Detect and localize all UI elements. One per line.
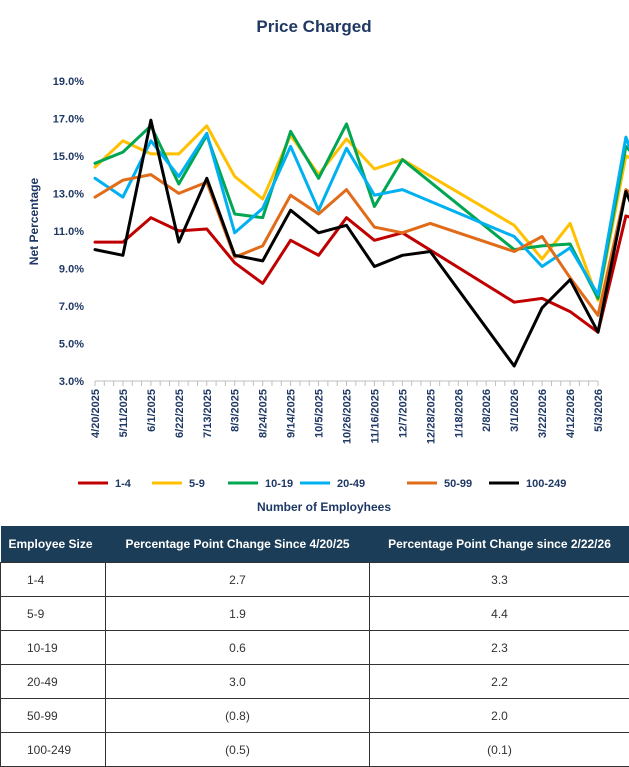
- y-tick-label: 11.0%: [53, 226, 84, 238]
- summary-table-container: Employee Size Percentage Point Change Si…: [0, 526, 629, 767]
- y-axis-label: Net Percentage: [27, 177, 41, 265]
- legend-label-1-4: 1-4: [115, 478, 132, 490]
- x-tick-label: 3/22/2026: [537, 389, 549, 438]
- change-since-start-cell: 2.7: [106, 563, 370, 597]
- table-row: 5-9 1.9 4.4: [1, 597, 629, 631]
- table-row: 100-249 (0.5) (0.1): [1, 733, 629, 767]
- column-header-employee-size: Employee Size: [1, 526, 106, 563]
- y-tick-label: 5.0%: [59, 338, 84, 350]
- x-tick-label: 5/11/2025: [118, 389, 130, 437]
- employee-size-cell: 5-9: [1, 597, 106, 631]
- employee-size-cell: 1-4: [1, 563, 106, 597]
- legend-label-100-249: 100-249: [526, 478, 566, 490]
- table-header-row: Employee Size Percentage Point Change Si…: [1, 526, 629, 563]
- x-tick-label: 8/24/2025: [258, 389, 270, 438]
- employee-size-cell: 20-49: [1, 665, 106, 699]
- legend-label-5-9: 5-9: [189, 478, 205, 490]
- legend-label-20-49: 20-49: [337, 478, 365, 490]
- y-tick-label: 13.0%: [53, 188, 84, 200]
- employee-size-cell: 100-249: [1, 733, 106, 767]
- legend-label-10-19: 10-19: [265, 478, 293, 490]
- summary-table: Employee Size Percentage Point Change Si…: [0, 526, 629, 767]
- change-since-start-cell: (0.8): [106, 699, 370, 733]
- x-tick-label: 6/1/2025: [146, 389, 158, 432]
- table-row: 20-49 3.0 2.2: [1, 665, 629, 699]
- x-tick-label: 1/18/2026: [453, 389, 465, 438]
- series-line-20-49: [95, 111, 629, 295]
- change-since-recent-cell: 4.4: [370, 597, 629, 631]
- table-row: 1-4 2.7 3.3: [1, 563, 629, 597]
- x-tick-label: 11/16/2025: [369, 389, 381, 443]
- y-tick-label: 17.0%: [53, 113, 84, 125]
- change-since-recent-cell: (0.1): [370, 733, 629, 767]
- x-tick-label: 9/14/2025: [286, 389, 298, 438]
- x-tick-label: 7/13/2025: [202, 389, 214, 438]
- change-since-recent-cell: 3.3: [370, 563, 629, 597]
- x-axis-label: Number of Employhees: [257, 500, 391, 514]
- x-tick-label: 3/1/2026: [509, 389, 521, 432]
- column-header-change-since-start: Percentage Point Change Since 4/20/25: [106, 526, 370, 563]
- x-tick-label: 4/20/2025: [90, 389, 102, 438]
- change-since-start-cell: 0.6: [106, 631, 370, 665]
- line-chart: Price Charged 3.0% 5.0% 7.0% 9.0% 11.0% 13.0% 1…: [0, 0, 629, 520]
- x-tick-label: 6/22/2025: [174, 389, 186, 438]
- change-since-start-cell: 1.9: [106, 597, 370, 631]
- change-since-recent-cell: 2.2: [370, 665, 629, 699]
- table-row: 10-19 0.6 2.3: [1, 631, 629, 665]
- change-since-start-cell: 3.0: [106, 665, 370, 699]
- employee-size-cell: 10-19: [1, 631, 106, 665]
- x-tick-label: 2/8/2026: [481, 389, 493, 432]
- change-since-start-cell: (0.5): [106, 733, 370, 767]
- legend-label-50-99: 50-99: [444, 478, 472, 490]
- x-tick-label: 4/12/2026: [565, 389, 577, 438]
- x-tick-label: 10/26/2025: [342, 389, 354, 444]
- chart-title: Price Charged: [256, 17, 371, 36]
- y-tick-label: 15.0%: [53, 151, 84, 163]
- y-tick-label: 7.0%: [59, 301, 84, 313]
- x-tick-label: 5/3/2026: [593, 389, 605, 432]
- chart-area: Price Charged 3.0% 5.0% 7.0% 9.0% 11.0% 13.0% 1…: [0, 0, 629, 520]
- x-tick-label: 10/5/2025: [314, 389, 326, 438]
- y-tick-label: 19.0%: [53, 76, 84, 88]
- x-tick-label: 8/3/2025: [230, 389, 242, 432]
- change-since-recent-cell: 2.3: [370, 631, 629, 665]
- change-since-recent-cell: 2.0: [370, 699, 629, 733]
- y-tick-label: 3.0%: [59, 376, 84, 388]
- employee-size-cell: 50-99: [1, 699, 106, 733]
- table-row: 50-99 (0.8) 2.0: [1, 699, 629, 733]
- x-tick-label: 12/28/2025: [425, 389, 437, 444]
- column-header-change-since-recent: Percentage Point Change since 2/22/26: [370, 526, 629, 563]
- y-tick-label: 9.0%: [59, 263, 84, 275]
- x-tick-label: 12/7/2025: [397, 389, 409, 438]
